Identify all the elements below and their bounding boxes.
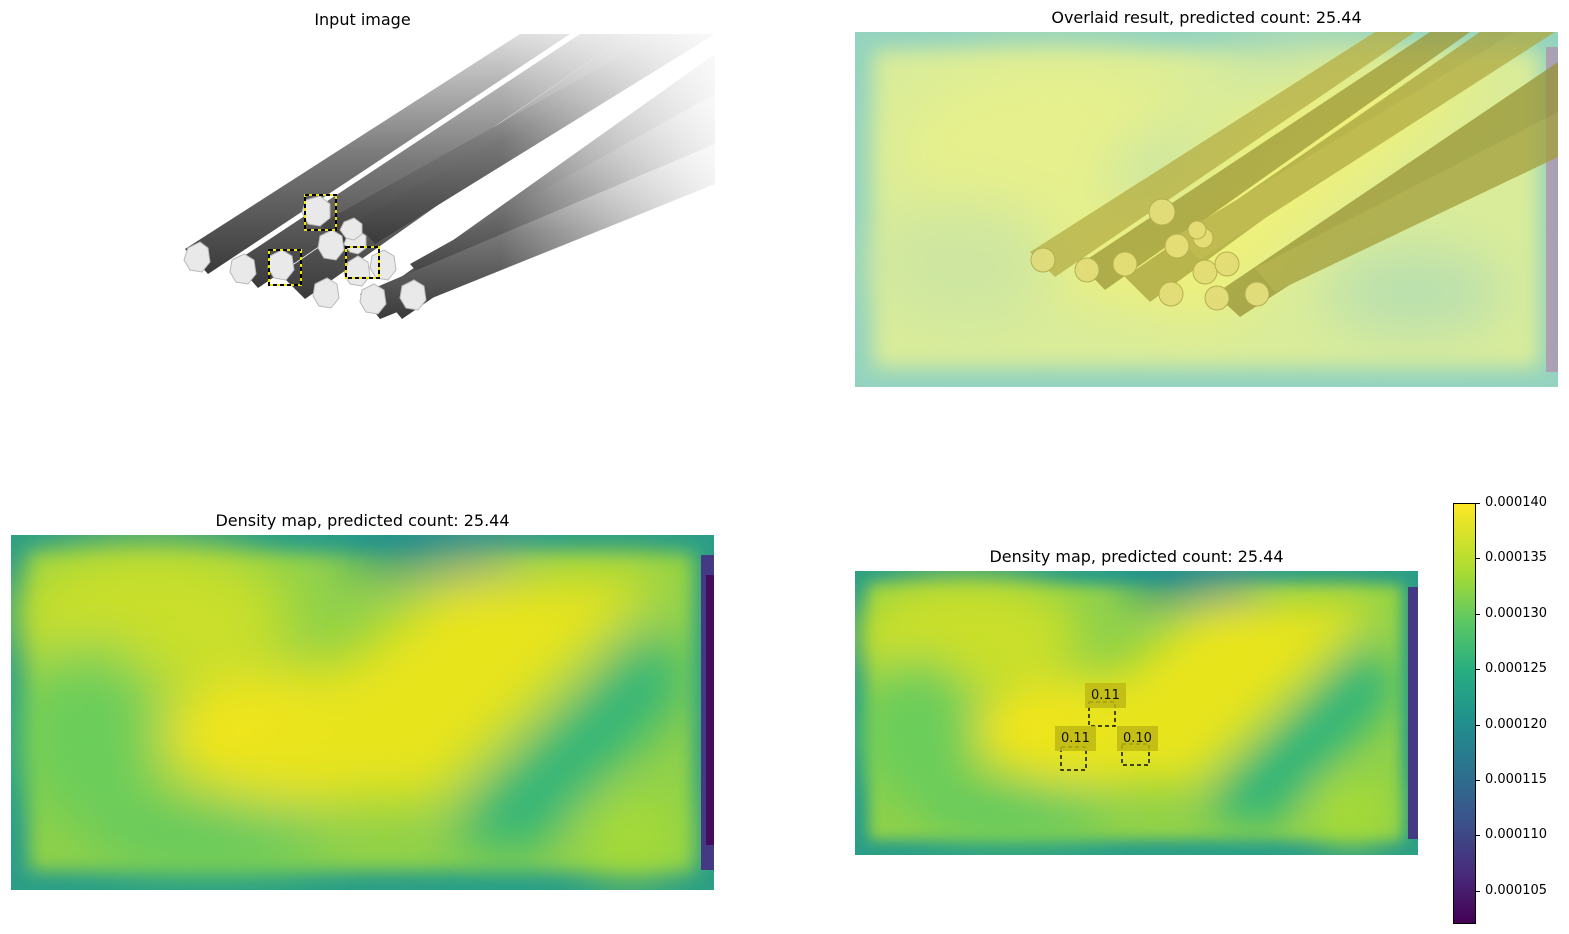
- density-map-boxes-title: Density map, predicted count: 25.44: [989, 547, 1284, 566]
- density-box: [1088, 701, 1116, 727]
- overlay-rebar: [1030, 32, 1558, 317]
- colorbar-tick-label: 0.000115: [1485, 771, 1548, 787]
- box-value-label: 0.11: [1085, 683, 1126, 708]
- density-map-with-boxes: [855, 571, 1418, 855]
- colorbar-tick-mark: [1475, 613, 1480, 615]
- density-map-title: Density map, predicted count: 25.44: [215, 511, 510, 530]
- colorbar-tick-label: 0.000140: [1485, 495, 1548, 510]
- input-image: [180, 34, 715, 319]
- density-box: [1121, 743, 1150, 766]
- colorbar-tick-label: 0.000110: [1485, 827, 1548, 843]
- colorbar-tick-label: 0.000135: [1485, 550, 1548, 566]
- colorbar-tick-mark: [1475, 890, 1480, 892]
- box-value-label: 0.11: [1055, 726, 1096, 751]
- input-image-title: Input image: [314, 10, 411, 29]
- density-box: [1060, 746, 1087, 771]
- colorbar-tick-mark: [1475, 503, 1480, 504]
- colorbar-tick-mark: [1475, 669, 1480, 671]
- density-map: [11, 535, 714, 890]
- colorbar-tick-label: 0.000105: [1485, 882, 1548, 898]
- colorbar-tick-mark: [1475, 779, 1480, 781]
- colorbar-tick-mark: [1475, 724, 1480, 726]
- colorbar-tick-label: 0.000130: [1485, 605, 1548, 621]
- colorbar-tick-mark: [1475, 835, 1480, 837]
- colorbar: [1453, 503, 1476, 924]
- exemplar-boxes: [268, 194, 380, 286]
- colorbar-tick-label: 0.000125: [1485, 661, 1548, 677]
- overlay-title: Overlaid result, predicted count: 25.44: [1051, 8, 1362, 27]
- colorbar-tick-mark: [1475, 558, 1480, 560]
- density-boxes: [1060, 701, 1150, 771]
- overlay-result: [855, 32, 1558, 387]
- box-value-label: 0.10: [1117, 726, 1158, 751]
- rebar-bars: [180, 34, 715, 319]
- colorbar-tick-label: 0.000120: [1485, 716, 1548, 732]
